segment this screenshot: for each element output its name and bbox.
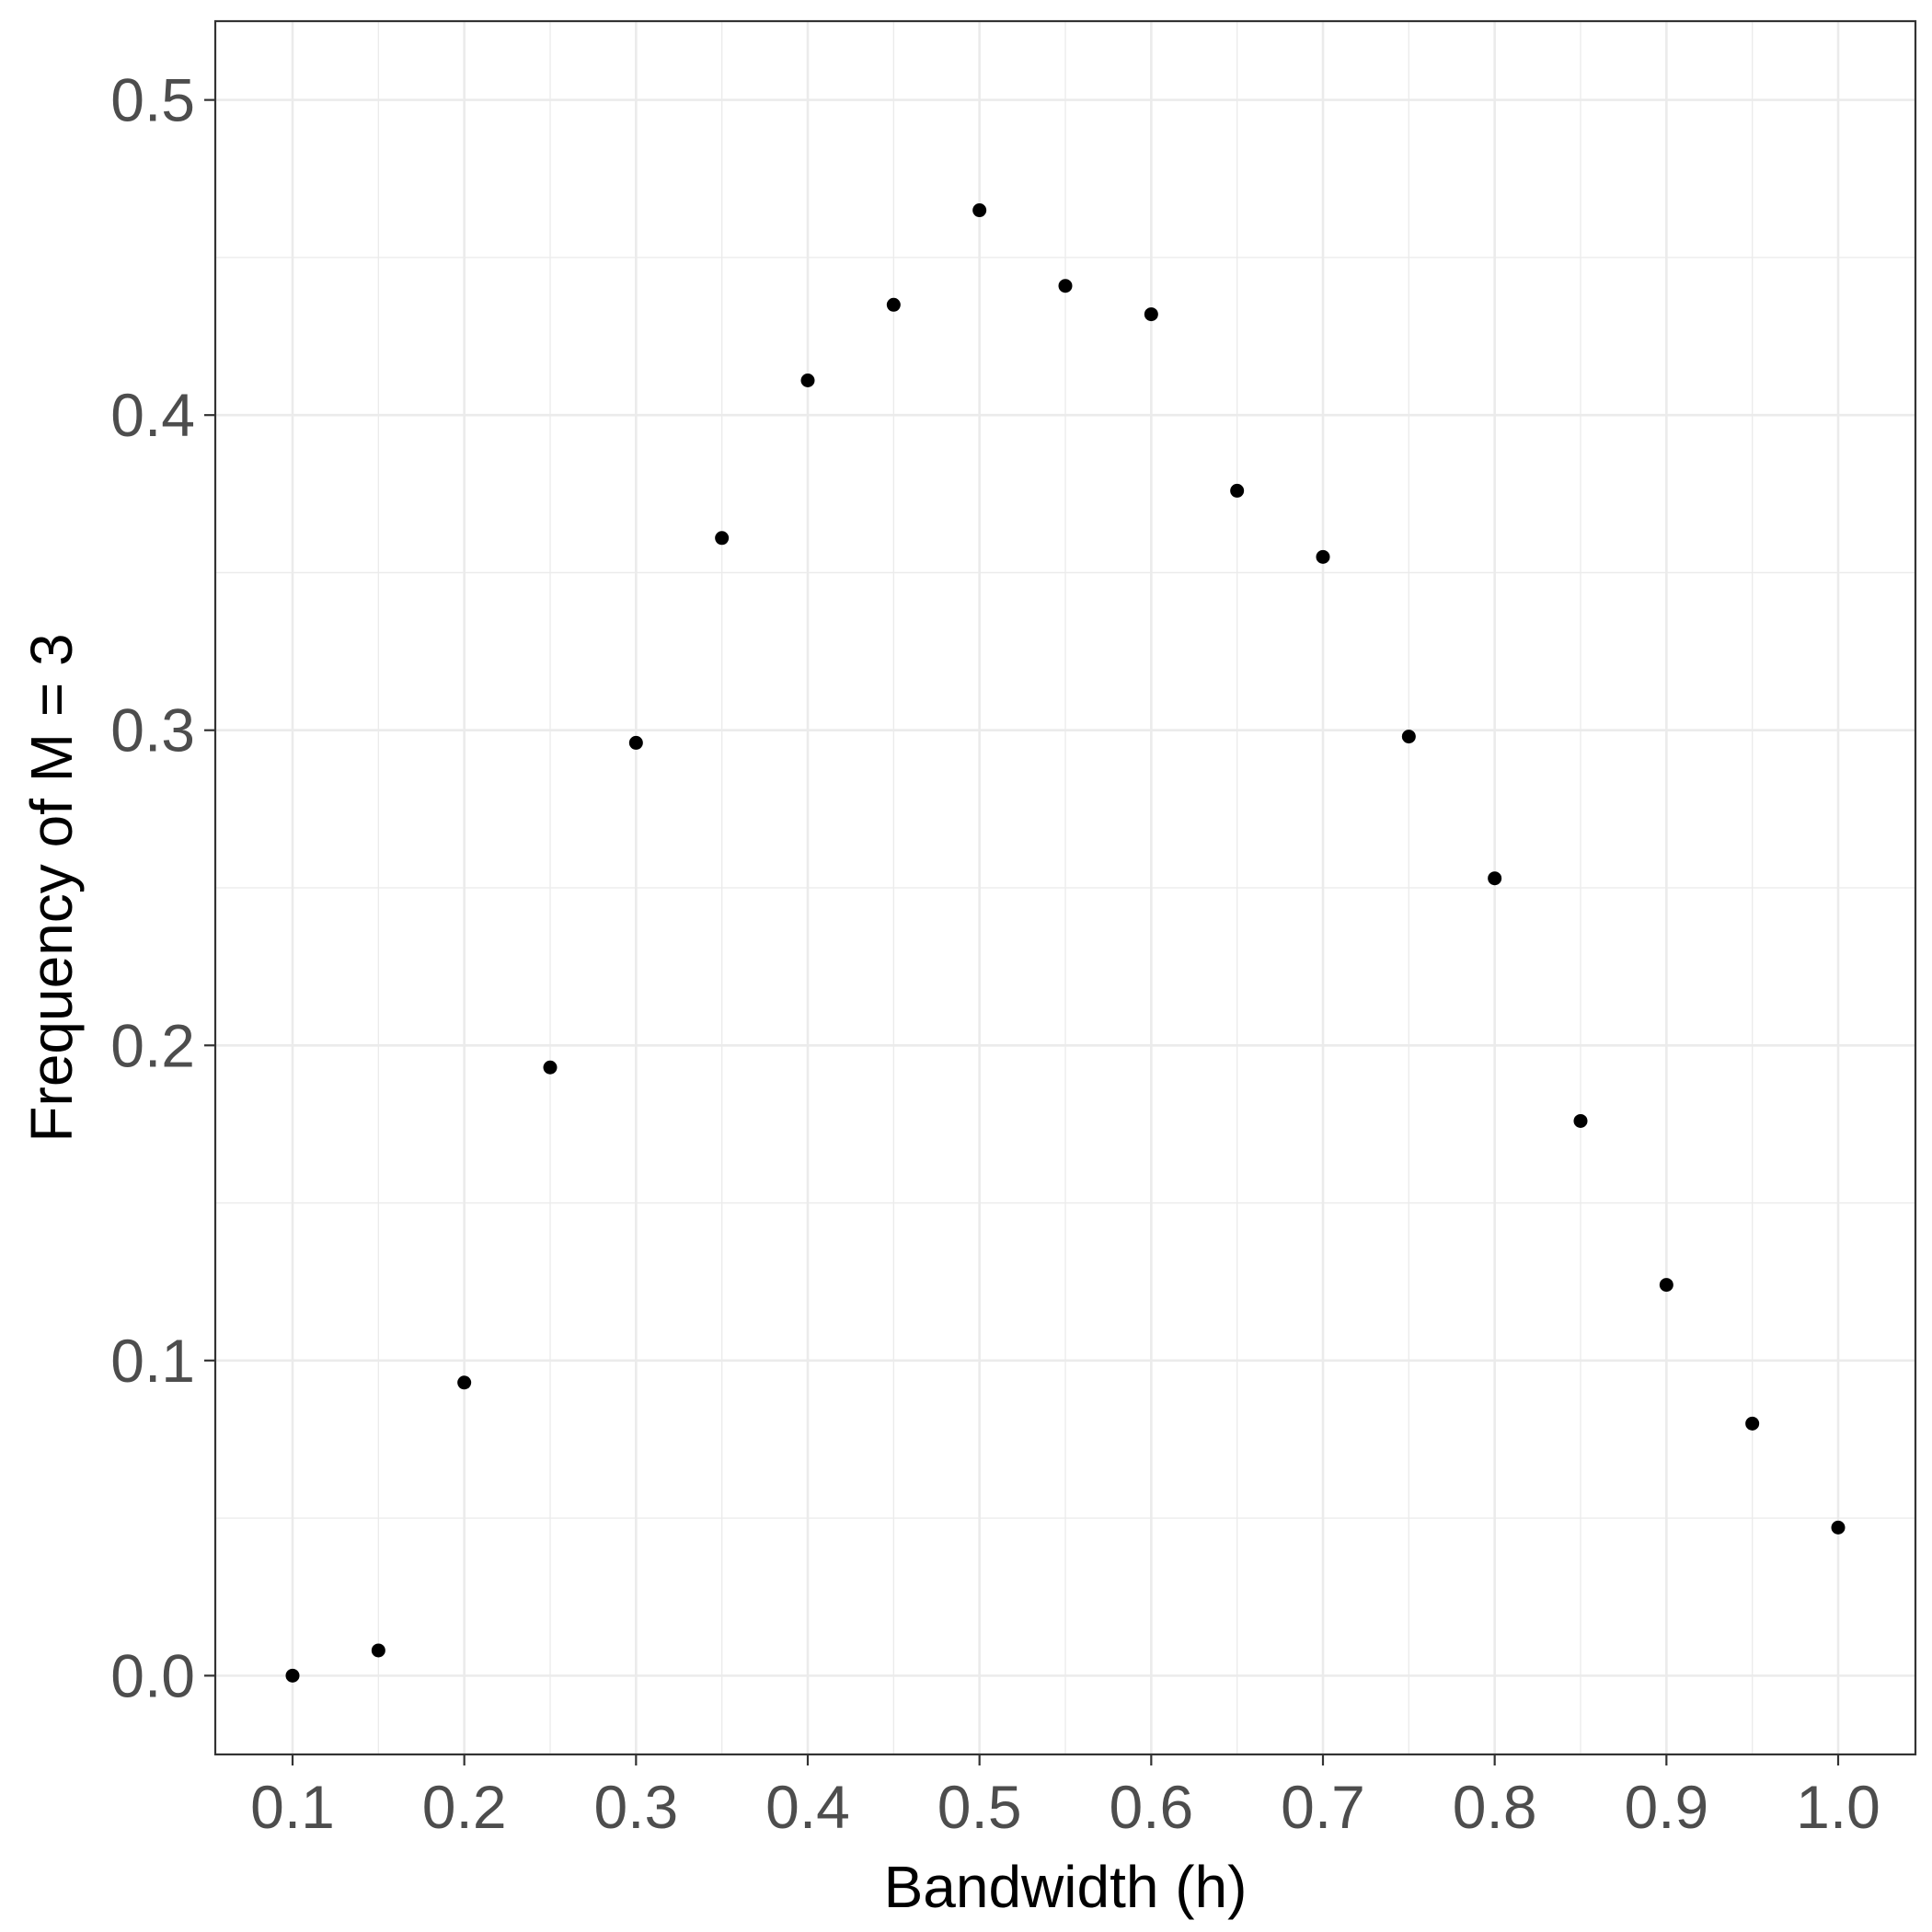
major-gridlines <box>215 21 1915 1754</box>
data-point <box>1401 730 1416 744</box>
y-tick-label: 0.0 <box>110 1641 195 1709</box>
x-tick-label: 0.4 <box>765 1773 850 1841</box>
y-tick-label: 0.4 <box>110 381 195 449</box>
y-tick-label: 0.1 <box>110 1327 195 1395</box>
x-tick-label: 0.8 <box>1453 1773 1537 1841</box>
data-point <box>457 1375 472 1390</box>
y-axis-ticks: 0.0 0.1 0.2 0.3 0.4 0.5 <box>110 66 215 1709</box>
y-tick-label: 0.3 <box>110 696 195 765</box>
y-axis-title: Frequency of M = 3 <box>18 633 85 1142</box>
data-point <box>1230 483 1245 498</box>
x-tick-label: 0.1 <box>250 1773 335 1841</box>
data-point <box>886 297 901 312</box>
y-tick-label: 0.2 <box>110 1011 195 1079</box>
data-point <box>715 531 730 546</box>
x-tick-label: 0.7 <box>1281 1773 1365 1841</box>
y-tick-label: 0.5 <box>110 66 195 134</box>
x-tick-label: 0.3 <box>593 1773 678 1841</box>
x-axis-title: Bandwidth (h) <box>884 1854 1248 1920</box>
data-point <box>972 203 987 218</box>
x-axis-ticks: 0.1 0.2 0.3 0.4 0.5 0.6 0.7 0.8 0.9 1.0 <box>250 1754 1880 1841</box>
data-point <box>543 1060 558 1075</box>
minor-gridlines <box>215 21 1915 1754</box>
x-tick-label: 0.2 <box>422 1773 507 1841</box>
x-tick-label: 0.9 <box>1624 1773 1708 1841</box>
data-points <box>285 203 1846 1683</box>
data-point <box>1831 1520 1846 1535</box>
x-tick-label: 0.6 <box>1109 1773 1193 1841</box>
x-tick-label: 0.5 <box>937 1773 1022 1841</box>
data-point <box>1659 1278 1673 1293</box>
x-tick-label: 1.0 <box>1796 1773 1880 1841</box>
data-point <box>1573 1113 1588 1128</box>
panel-border <box>213 19 1917 1756</box>
data-point <box>371 1643 385 1658</box>
data-point <box>800 374 815 388</box>
data-point <box>1058 279 1073 293</box>
data-point <box>285 1668 300 1683</box>
data-point <box>1745 1416 1760 1431</box>
data-point <box>628 735 643 750</box>
data-point <box>1316 549 1330 564</box>
data-point <box>1488 871 1502 886</box>
data-point <box>1144 307 1158 322</box>
